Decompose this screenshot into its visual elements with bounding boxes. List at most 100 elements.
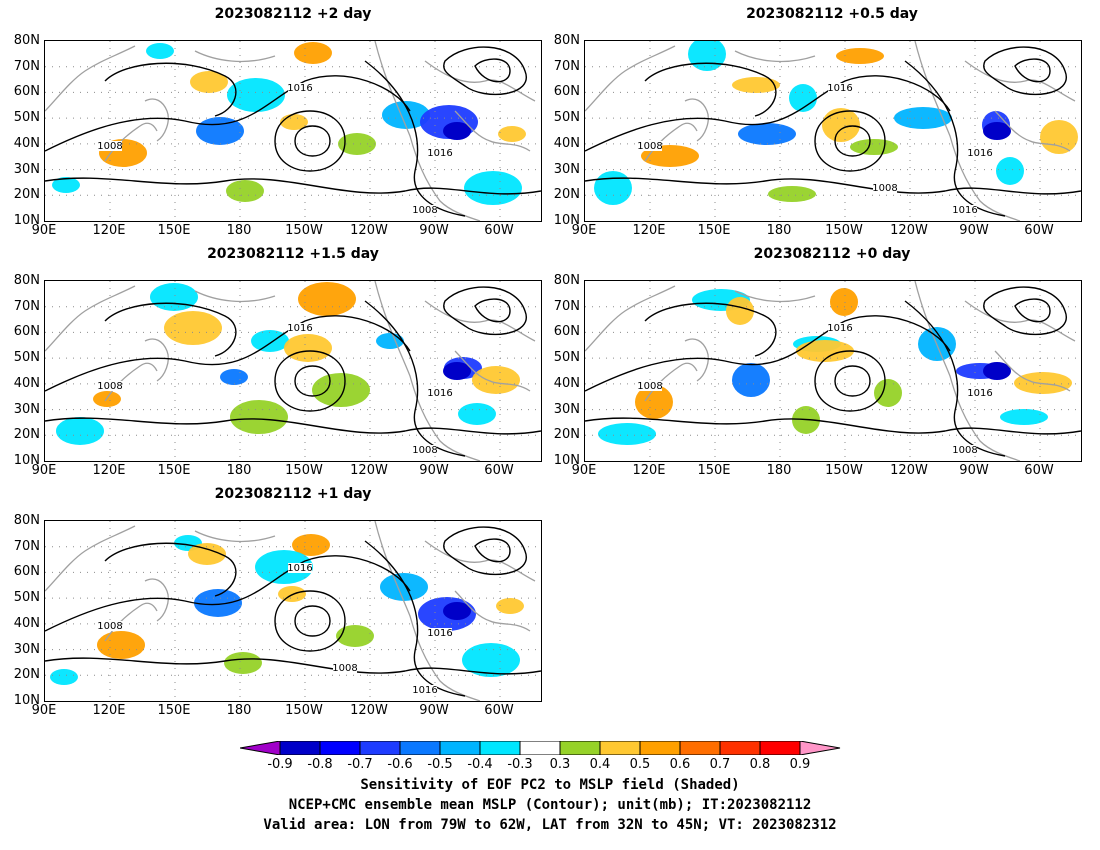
colorbar-tick-label: -0.9 — [267, 757, 293, 772]
map-svg: 1016 1008 1016 1008 — [45, 41, 541, 221]
lat-tick-label: 40N — [13, 135, 40, 151]
sensitivity-shading — [894, 107, 952, 129]
contour-label: 1016 — [427, 388, 452, 399]
sensitivity-shading — [598, 423, 656, 445]
sensitivity-core — [983, 122, 1011, 140]
mslp-contour — [274, 350, 346, 412]
lon-tick-label: 60W — [1024, 223, 1054, 238]
contour-label-bg — [968, 148, 992, 158]
lon-tick-label: 90W — [419, 463, 449, 478]
sensitivity-shading — [822, 108, 860, 142]
contour-label-bg — [288, 83, 312, 93]
lat-tick-label: 30N — [13, 641, 40, 657]
lat-tick-label: 10N — [553, 213, 580, 228]
mslp-contour — [983, 286, 1067, 336]
colorbar-end-low — [239, 740, 281, 756]
sensitivity-shading — [726, 297, 754, 325]
mslp-contour — [644, 302, 777, 357]
contour-label: 1008 — [412, 445, 437, 456]
colorbar-swatch — [679, 740, 721, 756]
lon-tick-label: 120W — [350, 703, 388, 718]
lon-tick-label: 150E — [157, 463, 191, 478]
coastline — [144, 578, 169, 622]
lat-tick-label: 50N — [13, 110, 40, 126]
lon-tick-label: 120E — [92, 223, 126, 238]
contour-label-bg — [413, 445, 437, 455]
lon-tick-label: 150E — [697, 463, 731, 478]
coastline — [194, 530, 276, 543]
lat-tick-label: 20N — [553, 427, 580, 443]
lat-tick-label: 50N — [13, 350, 40, 366]
contour-label-bg — [288, 563, 312, 573]
mslp-contour — [364, 300, 466, 457]
lon-tick-label: 90E — [571, 223, 597, 238]
sensitivity-shading — [190, 71, 228, 93]
coastline — [964, 60, 1076, 102]
contour-label: 1008 — [97, 621, 122, 632]
lon-tick-label: 180 — [766, 223, 792, 238]
mslp-contour — [45, 417, 541, 435]
mslp-contour — [834, 365, 871, 397]
mslp-contour — [443, 46, 527, 96]
mslp-contour — [294, 125, 331, 157]
mslp-contour — [904, 300, 1006, 457]
lon-tick-label: 120E — [632, 223, 666, 238]
lon-tick-label: 150W — [285, 703, 323, 718]
mslp-contour — [983, 46, 1067, 96]
contour-label-bg — [98, 621, 122, 631]
colorbar-tick-label: 0.6 — [669, 757, 691, 772]
sensitivity-shading — [458, 403, 496, 425]
contour-label-bg — [413, 205, 437, 215]
lon-tick-label: 60W — [484, 223, 514, 238]
mslp-contour — [274, 590, 346, 652]
lon-tick-label: 150E — [157, 703, 191, 718]
contour-label-bg — [98, 381, 122, 391]
contour-label: 1016 — [287, 83, 312, 94]
mslp-contour — [45, 75, 411, 152]
sensitivity-shading — [635, 385, 673, 419]
lon-tick-label: 180 — [226, 703, 252, 718]
mslp-contour — [585, 417, 1081, 435]
map-panel-2: 1016 1008 1016 1016 1008 — [584, 40, 1082, 222]
mslp-contour — [474, 58, 511, 83]
sensitivity-shading — [164, 311, 222, 345]
mslp-contour — [104, 302, 237, 357]
lon-tick-label: 180 — [766, 463, 792, 478]
map-svg: 1016 1008 1016 1016 1008 — [585, 41, 1081, 221]
sensitivity-core — [443, 362, 471, 380]
lat-tick-label: 20N — [13, 187, 40, 203]
contour-label: 1016 — [952, 205, 977, 216]
lat-tick-label: 60N — [13, 84, 40, 100]
coastline — [684, 98, 709, 142]
sensitivity-shading — [251, 330, 289, 352]
caption-line-1: Sensitivity of EOF PC2 to MSLP field (Sh… — [360, 777, 740, 793]
sensitivity-shading — [462, 643, 520, 677]
colorbar-swatch — [519, 740, 561, 756]
coastline — [454, 590, 531, 632]
contour-label-bg — [828, 83, 852, 93]
colorbar-tick-label: -0.7 — [347, 757, 373, 772]
sensitivity-shading — [594, 171, 632, 205]
mslp-contour — [104, 542, 237, 597]
colorbar-swatches — [239, 740, 841, 756]
coastline — [994, 350, 1071, 392]
lon-tick-label: 90W — [419, 703, 449, 718]
lon-tick-label: 180 — [226, 223, 252, 238]
colorbar-swatch — [639, 740, 681, 756]
lat-tick-label: 70N — [553, 58, 580, 74]
sensitivity-shading — [230, 400, 288, 434]
sensitivity-shading — [996, 157, 1024, 185]
sensitivity-core — [443, 122, 471, 140]
colorbar-tick-label: -0.6 — [387, 757, 413, 772]
mslp-contour — [834, 125, 871, 157]
colorbar-swatch — [399, 740, 441, 756]
lat-tick-label: 30N — [553, 401, 580, 417]
lat-tick-label: 80N — [553, 273, 580, 288]
contour-label-bg — [333, 663, 357, 673]
coastline — [734, 50, 816, 63]
colorbar-end-high — [799, 740, 841, 756]
coastline — [45, 285, 136, 352]
contour-label: 1008 — [872, 183, 897, 194]
lat-tick-label: 70N — [13, 298, 40, 314]
map-panel-3: 1016 1008 1016 1008 — [44, 280, 542, 462]
